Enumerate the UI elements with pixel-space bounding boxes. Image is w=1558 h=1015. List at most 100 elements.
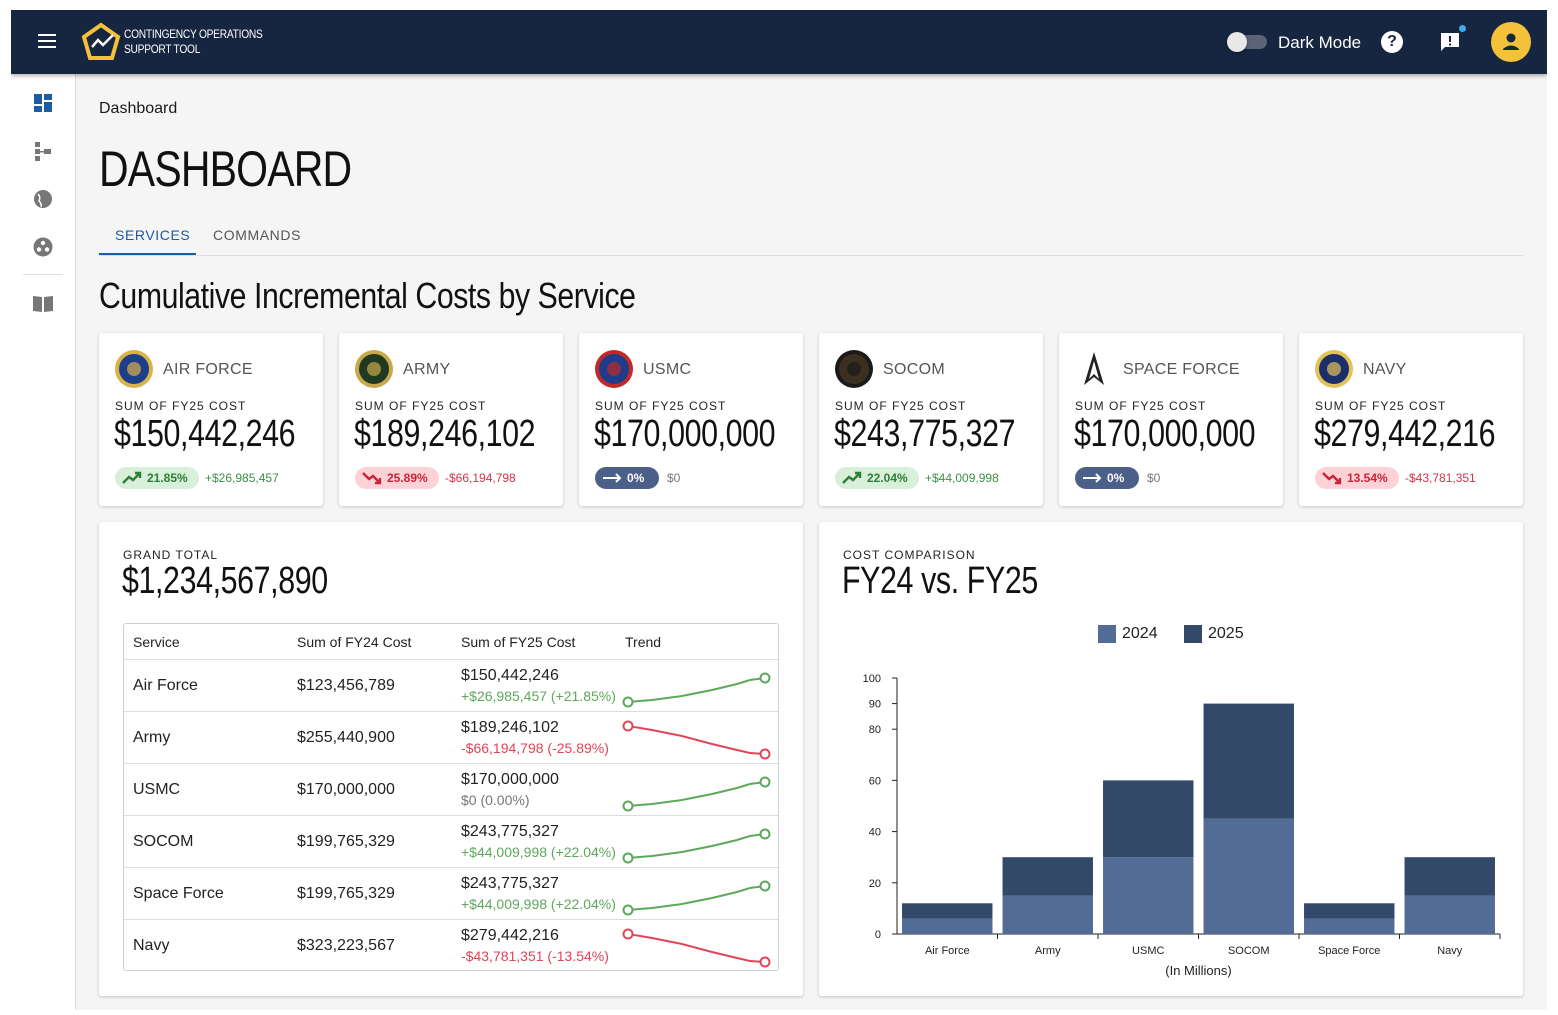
tab-divider xyxy=(99,255,1523,256)
trend-sparkline xyxy=(622,828,771,864)
cost-comparison-label: COST COMPARISON xyxy=(843,548,976,562)
service-metric-label: SUM OF FY25 COST xyxy=(595,399,727,413)
table-row[interactable]: SOCOM $199,765,329 $243,775,327 +$44,009,99… xyxy=(124,815,778,867)
y-tick-label: 90 xyxy=(869,699,881,711)
bar-2024-socom[interactable] xyxy=(1203,818,1294,934)
brand-line-1: CONTINGENCY OPERATIONS xyxy=(124,27,263,41)
globe-icon[interactable] xyxy=(32,188,54,210)
toggle-knob xyxy=(1227,32,1247,52)
notification-dot xyxy=(1459,25,1466,32)
table-row[interactable]: Navy $323,223,567 $279,442,216 -$43,781,351… xyxy=(124,919,778,970)
account-avatar[interactable] xyxy=(1491,22,1531,62)
bar-2025-socom[interactable] xyxy=(1203,703,1294,819)
trending-up-icon xyxy=(122,471,142,484)
bar-2024-air-force[interactable] xyxy=(902,918,993,934)
group-icon[interactable] xyxy=(32,236,54,258)
cell-fy25: $189,246,102 xyxy=(461,719,559,736)
bar-2025-air-force[interactable] xyxy=(902,903,993,919)
pentagon-logo-icon[interactable] xyxy=(81,22,121,62)
change-percent: 0% xyxy=(627,471,645,485)
cell-fy24: $323,223,567 xyxy=(297,937,395,954)
service-metric-label: SUM OF FY25 COST xyxy=(115,399,247,413)
book-icon[interactable] xyxy=(32,292,54,314)
column-header-trend[interactable]: Trend xyxy=(625,634,662,650)
change-percent-badge: 22.04% xyxy=(835,467,919,489)
service-name: USMC xyxy=(643,361,692,378)
service-metric-label: SUM OF FY25 COST xyxy=(835,399,967,413)
change-percent-badge: 21.85% xyxy=(115,467,199,489)
cell-fy24: $199,765,329 xyxy=(297,885,395,902)
change-amount: +$44,009,998 xyxy=(925,471,999,485)
table-row[interactable]: Space Force $199,765,329 $243,775,327 +$44,… xyxy=(124,867,778,919)
bar-2024-usmc[interactable] xyxy=(1103,857,1194,934)
y-tick-label: 80 xyxy=(869,724,881,736)
column-header-fy25[interactable]: Sum of FY25 Cost xyxy=(461,634,576,650)
bar-2025-space-force[interactable] xyxy=(1304,903,1395,919)
change-amount: $0 xyxy=(1147,471,1161,485)
bar-2025-army[interactable] xyxy=(1002,857,1093,896)
cell-service: Navy xyxy=(133,937,170,954)
change-percent: 22.04% xyxy=(867,471,908,485)
service-name: AIR FORCE xyxy=(163,361,253,378)
cell-fy25-change: $0 (0.00%) xyxy=(461,792,530,808)
cell-service: USMC xyxy=(133,781,181,798)
dark-mode-toggle[interactable] xyxy=(1227,32,1267,52)
legend-label-2024[interactable]: 2024 xyxy=(1122,625,1158,642)
cell-fy24: $199,765,329 xyxy=(297,833,395,850)
breadcrumb[interactable]: Dashboard xyxy=(99,100,178,117)
bar-2024-army[interactable] xyxy=(1002,895,1093,934)
x-tick-label: Space Force xyxy=(1318,945,1380,957)
service-metric-label: SUM OF FY25 COST xyxy=(355,399,487,413)
bar-2025-usmc[interactable] xyxy=(1103,780,1194,858)
table-row[interactable]: Air Force $123,456,789 $150,442,246 +$26,98… xyxy=(124,659,778,711)
menu-icon[interactable] xyxy=(35,30,59,54)
y-tick-label: 100 xyxy=(863,673,881,685)
grand-total-value: $1,234,567,890 xyxy=(122,560,328,602)
cell-service: Air Force xyxy=(133,677,198,694)
cell-fy25-change: +$26,985,457 (+21.85%) xyxy=(461,688,616,704)
column-header-service[interactable]: Service xyxy=(133,634,180,650)
cost-comparison-title: FY24 vs. FY25 xyxy=(842,560,1038,602)
y-tick-label: 20 xyxy=(869,878,881,890)
account-icon xyxy=(1503,33,1519,50)
cell-fy24: $170,000,000 xyxy=(297,781,395,798)
space-force-delta-icon xyxy=(1084,352,1104,385)
table-row[interactable]: Army $255,440,900 $189,246,102 -$66,194,798… xyxy=(124,711,778,763)
trend-sparkline xyxy=(622,880,771,916)
column-header-fy24[interactable]: Sum of FY24 Cost xyxy=(297,634,412,650)
cell-fy25: $243,775,327 xyxy=(461,875,559,892)
service-cost-value: $243,775,327 xyxy=(834,413,1016,455)
tab-commands[interactable]: COMMANDS xyxy=(213,227,302,243)
sidebar-divider xyxy=(23,274,63,275)
change-amount: +$26,985,457 xyxy=(205,471,279,485)
y-tick-label: 40 xyxy=(869,827,881,839)
hierarchy-icon[interactable] xyxy=(32,140,54,162)
bar-2025-navy[interactable] xyxy=(1404,857,1495,896)
service-card[interactable]: NAVY SUM OF FY25 COST $279,442,216 13.54% -$… xyxy=(1299,333,1523,506)
table-row[interactable]: USMC $170,000,000 $170,000,000 $0 (0.00%) xyxy=(124,763,778,815)
service-card[interactable]: ARMY SUM OF FY25 COST $189,246,102 25.89% -$… xyxy=(339,333,563,506)
service-card[interactable]: USMC SUM OF FY25 COST $170,000,000 0% $0 xyxy=(579,333,803,506)
service-card[interactable]: SOCOM SUM OF FY25 COST $243,775,327 22.04% +… xyxy=(819,333,1043,506)
y-tick-label: 0 xyxy=(875,929,881,941)
feedback-icon[interactable] xyxy=(1439,31,1461,53)
page-title: DASHBOARD xyxy=(99,141,352,197)
service-metric-label: SUM OF FY25 COST xyxy=(1315,399,1447,413)
service-card[interactable]: SPACE FORCE SUM OF FY25 COST $170,000,000 0… xyxy=(1059,333,1283,506)
x-tick-label: Navy xyxy=(1437,945,1463,957)
bar-2024-navy[interactable] xyxy=(1404,895,1495,934)
cell-fy25-change: -$66,194,798 (-25.89%) xyxy=(461,740,609,756)
help-icon[interactable]: ? xyxy=(1381,31,1403,53)
service-name: SPACE FORCE xyxy=(1123,361,1240,378)
service-card[interactable]: AIR FORCE SUM OF FY25 COST $150,442,246 21.… xyxy=(99,333,323,506)
dashboard-icon[interactable] xyxy=(32,92,54,114)
legend-label-2025[interactable]: 2025 xyxy=(1208,625,1244,642)
legend-swatch-2025 xyxy=(1184,625,1202,643)
tab-services[interactable]: SERVICES xyxy=(115,227,191,243)
service-name: NAVY xyxy=(1363,361,1407,378)
grand-total-card: GRAND TOTAL $1,234,567,890 Service Sum o… xyxy=(99,522,803,996)
bar-2024-space-force[interactable] xyxy=(1304,918,1395,934)
service-seal-icon xyxy=(835,350,873,388)
x-tick-label: Army xyxy=(1035,945,1061,957)
service-metric-label: SUM OF FY25 COST xyxy=(1075,399,1207,413)
